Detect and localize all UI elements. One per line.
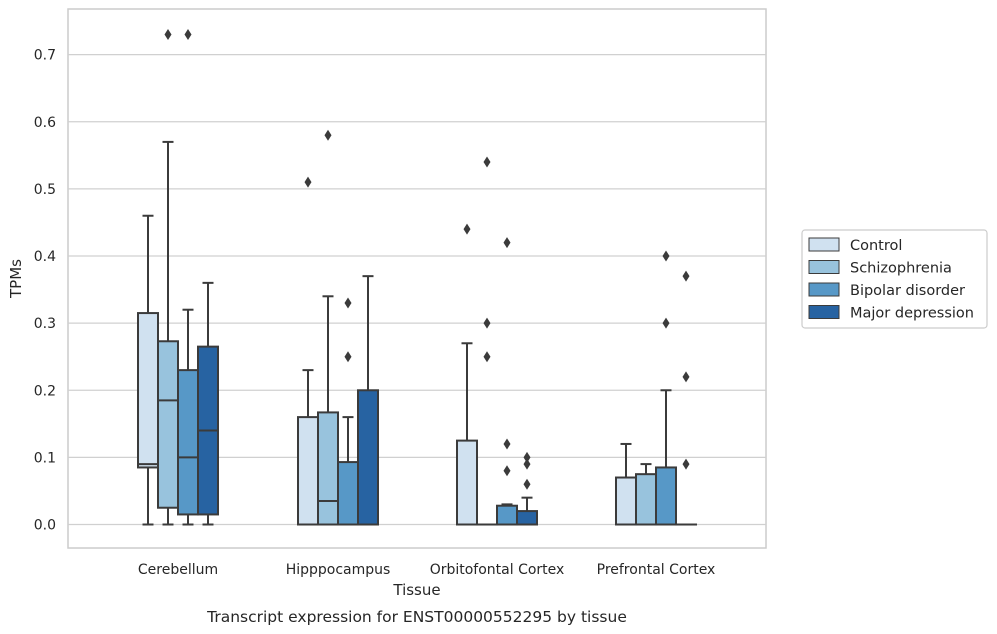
outlier-point	[682, 371, 690, 383]
box-body	[456, 439, 478, 526]
x-tick-label: Orbitofontal Cortex	[430, 562, 565, 578]
outlier-point	[483, 156, 491, 168]
outlier-point	[304, 176, 312, 188]
box-control-prefrontal-cortex	[615, 442, 637, 526]
x-tick-label: Hipppocampus	[286, 562, 391, 578]
outlier-point	[483, 351, 491, 363]
box-body	[297, 416, 319, 526]
y-tick-label: 0.5	[34, 182, 56, 198]
outlier-point	[503, 438, 511, 450]
outlier-point	[682, 458, 690, 470]
y-axis-label: TPMs	[7, 259, 25, 299]
outlier-point	[344, 351, 352, 363]
outlier-point	[503, 237, 511, 249]
legend-swatch	[808, 305, 840, 319]
y-tick-label: 0.2	[34, 383, 56, 399]
outlier-point	[344, 297, 352, 309]
box-marks	[137, 29, 697, 526]
x-axis-ticks: Cerebellum Hipppocampus Orbitofontal Corte…	[138, 562, 715, 578]
box-body	[177, 369, 199, 516]
x-tick-label: Cerebellum	[138, 562, 218, 578]
box-body	[655, 466, 677, 526]
box-major-depression-hipppocampus	[357, 275, 379, 526]
box-schizophrenia-orbitofontal-cortex	[476, 156, 498, 526]
box-body	[337, 461, 359, 526]
y-tick-label: 0.1	[34, 450, 56, 466]
box-control-cerebellum	[137, 214, 159, 526]
outlier-point	[662, 250, 670, 262]
legend-label: Major depression	[850, 306, 974, 322]
legend-frame	[801, 229, 988, 329]
y-axis-ticks: 0.0 0.1 0.2 0.3 0.4 0.5 0.6 0.7	[34, 48, 56, 534]
outlier-point	[463, 223, 471, 235]
legend-label: Bipolar disorder	[850, 283, 965, 299]
box-body	[157, 340, 179, 509]
box-body	[516, 510, 538, 526]
box-major-depression-cerebellum	[197, 281, 219, 526]
outlier-point	[523, 451, 531, 463]
legend-swatch	[808, 260, 840, 274]
box-body	[357, 389, 379, 526]
y-tick-label: 0.3	[34, 316, 56, 332]
outlier-point	[324, 129, 332, 141]
outlier-point	[184, 29, 192, 41]
outlier-point	[662, 317, 670, 329]
legend-swatch	[808, 282, 840, 297]
legend-swatch	[808, 237, 840, 252]
y-tick-label: 0.6	[34, 115, 56, 131]
box-bipolar-disorder-orbitofontal-cortex	[496, 237, 518, 526]
chart-caption: Transcript expression for ENST0000055229…	[206, 608, 627, 626]
outlier-point	[682, 270, 690, 282]
legend-label: Control	[850, 238, 902, 254]
box-body	[137, 312, 159, 469]
outlier-point	[523, 458, 531, 470]
x-tick-label: Prefrontal Cortex	[597, 562, 716, 578]
box-control-orbitofontal-cortex	[456, 223, 478, 526]
box-schizophrenia-cerebellum	[157, 29, 179, 526]
y-tick-label: 0.4	[34, 249, 56, 265]
legend-label: Schizophrenia	[850, 261, 952, 277]
box-body	[615, 476, 637, 526]
box-major-depression-prefrontal-cortex	[675, 270, 697, 526]
box-body	[635, 473, 657, 526]
box-body	[496, 504, 518, 526]
outlier-point	[164, 29, 172, 41]
legend: Control Schizophrenia Bipolar disorder Majo…	[801, 229, 988, 329]
y-tick-label: 0.0	[34, 518, 56, 534]
box-bipolar-disorder-prefrontal-cortex	[655, 250, 677, 526]
outlier-point	[503, 465, 511, 477]
box-bipolar-disorder-hipppocampus	[337, 297, 359, 526]
outlier-point	[483, 317, 491, 329]
box-major-depression-orbitofontal-cortex	[516, 451, 538, 526]
box-body	[317, 411, 339, 526]
outlier-point	[523, 478, 531, 490]
x-axis-label: Tissue	[392, 581, 440, 599]
y-tick-label: 0.7	[34, 48, 56, 64]
